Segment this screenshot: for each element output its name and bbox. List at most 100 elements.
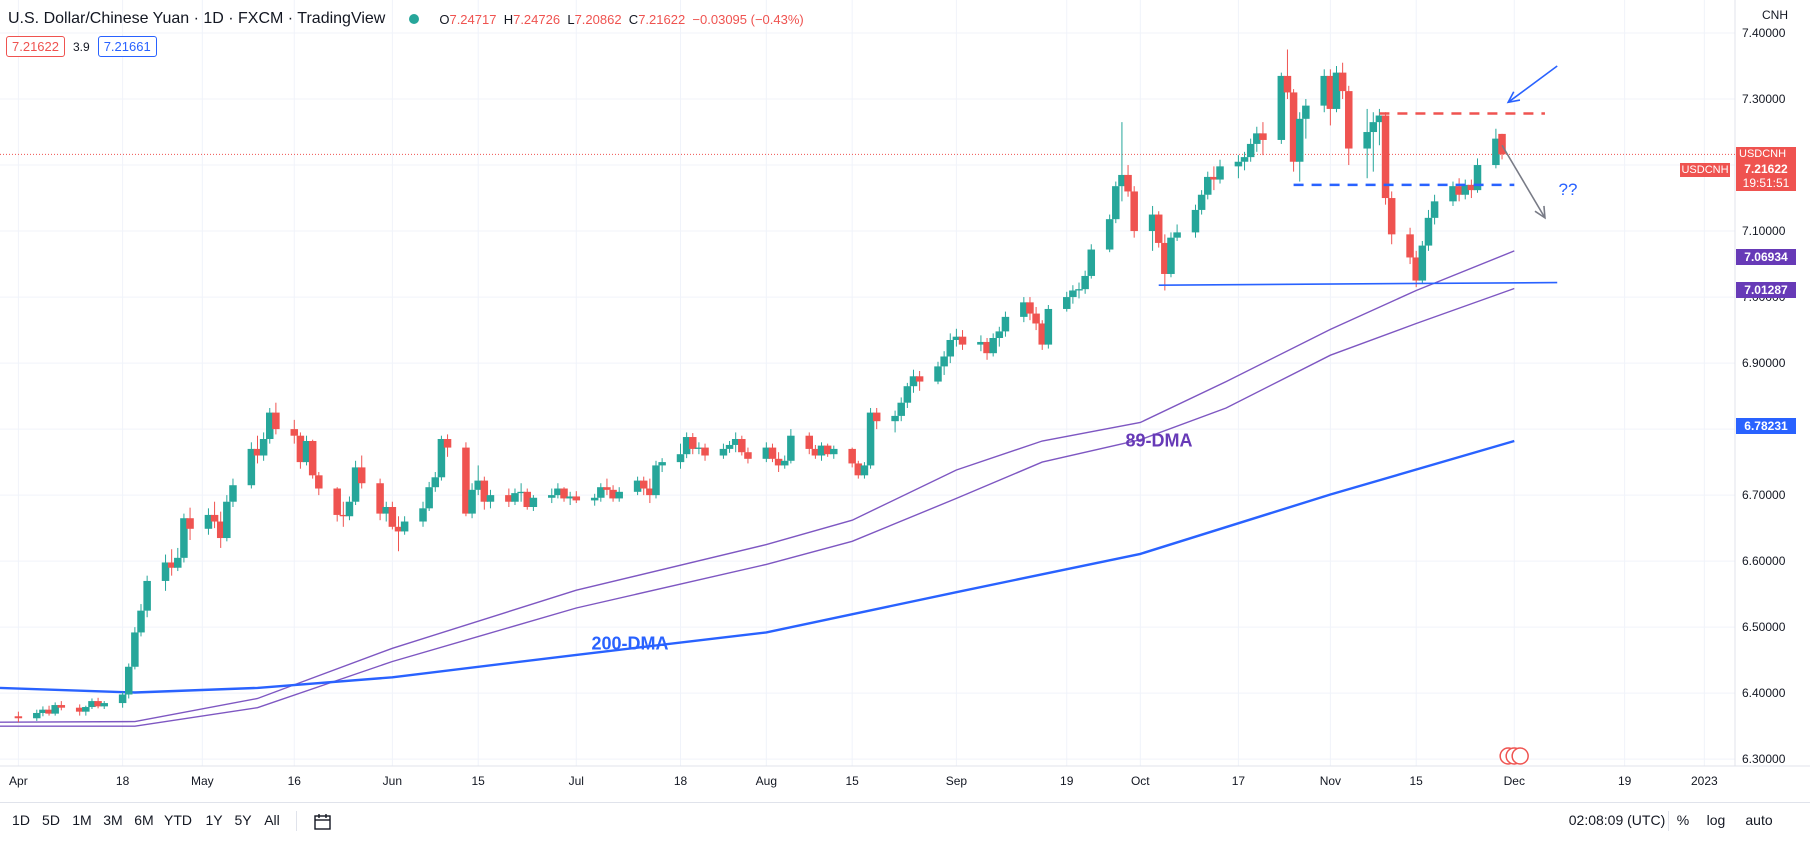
candle-body [1204,176,1212,195]
price-tick-label: 6.30000 [1742,752,1786,767]
candle-body [253,448,262,456]
range-button-1y[interactable]: 1Y [205,812,223,828]
candle-body [1173,232,1181,238]
candle-body [1320,75,1328,106]
candle-body [866,412,875,466]
utc-clock[interactable]: 02:08:09 (UTC) [1568,812,1666,828]
high-value: 7.24726 [513,11,561,27]
range-button-ytd[interactable]: YTD [164,812,192,828]
candle-body [872,412,881,422]
candle-body [247,448,256,486]
currency-label[interactable]: CNH [1762,8,1788,22]
log-toggle[interactable]: log [1706,812,1726,828]
candle-body [1240,157,1249,162]
candle-body [302,440,311,463]
candle-body [419,508,427,522]
candle-body [167,562,176,568]
candle-body [903,386,912,403]
candle-body [431,477,440,488]
arrow-shaft-3 [1507,65,1558,103]
chart-canvas[interactable] [0,0,1810,802]
candle-body [33,712,41,719]
candle-body [1112,186,1120,220]
candle-body [1118,174,1126,187]
candle-body [1424,217,1433,246]
candle-body [400,521,409,532]
time-tick-label: Apr [9,774,28,788]
candle-body [1387,198,1396,235]
candle-body [817,445,826,456]
moving-average-line-1 [0,287,1515,727]
candle-body [701,447,709,456]
toolbar-divider-2 [1668,811,1669,831]
candle-body [1154,214,1163,243]
candle-body [1338,72,1347,92]
candle-body [830,448,838,455]
candle-body [848,448,856,464]
candle-body [658,462,666,466]
sell-button[interactable]: 7.21622 [6,36,65,57]
candle-body [1105,219,1114,250]
candle-body [566,496,574,499]
candle-body [1302,105,1310,119]
moving-average-line-0 [0,250,1515,723]
candle-body [787,435,795,461]
candle-body [1363,132,1371,149]
time-tick-label: Nov [1319,774,1342,788]
time-tick-label: 19 [1617,774,1632,788]
candle-body [1216,166,1224,180]
candle-body [1130,191,1138,232]
candle-body [780,460,789,466]
candle-body [394,526,403,532]
symbol-label: USDCNH [1739,148,1787,160]
range-button-all[interactable]: All [264,812,280,828]
candle-body [137,610,145,633]
candle-body [1044,308,1053,345]
candle-body [977,341,985,345]
percent-toggle[interactable]: % [1676,812,1690,828]
candle-body [511,493,519,502]
candle-body [229,485,237,502]
candle-body [768,447,777,459]
spread-value: 3.9 [73,39,90,54]
time-tick-label: Oct [1130,774,1150,788]
candle-body [51,705,59,714]
candle-body [823,445,832,455]
candle-body [14,716,23,719]
candle-body [695,447,703,449]
calendar-range-icon[interactable] [313,813,333,831]
candle-body [915,376,924,382]
time-tick-label: Aug [755,774,778,788]
candle-body [388,507,397,527]
time-tick-label: 15 [845,774,859,788]
time-tick-label: 16 [287,774,301,788]
candle-body [676,454,685,463]
candle-body [259,439,268,456]
candle-body [615,491,623,499]
time-tick-label: Jul [568,774,584,788]
range-button-5y[interactable]: 5Y [234,812,252,828]
candle-body [897,402,905,416]
candle-body [39,709,47,713]
candle-body [1062,297,1071,309]
candle-body [523,491,531,508]
range-button-5d[interactable]: 5D [42,812,60,828]
auto-toggle[interactable]: auto [1745,812,1773,828]
candle-body [940,356,948,367]
high-label: H [503,11,514,27]
range-button-1d[interactable]: 1D [12,812,30,828]
open-value: 7.24717 [449,11,497,27]
candle-body [1461,184,1469,195]
bottom-toolbar: 1D 5D 1M 3M 6M YTD 1Y 5Y All 02:08:09 (UTC) % lo… [0,802,1810,841]
candle-body [517,491,525,494]
market-open-icon [409,14,420,24]
candle-body [646,488,654,496]
candle-body [529,497,538,508]
candle-body [1449,186,1457,202]
candle-body [952,336,961,340]
candle-body [1381,115,1390,199]
range-button-3m[interactable]: 3M [103,812,123,828]
buy-button[interactable]: 7.21661 [97,36,157,57]
range-button-1m[interactable]: 1M [72,812,92,828]
range-button-6m[interactable]: 6M [134,812,154,828]
